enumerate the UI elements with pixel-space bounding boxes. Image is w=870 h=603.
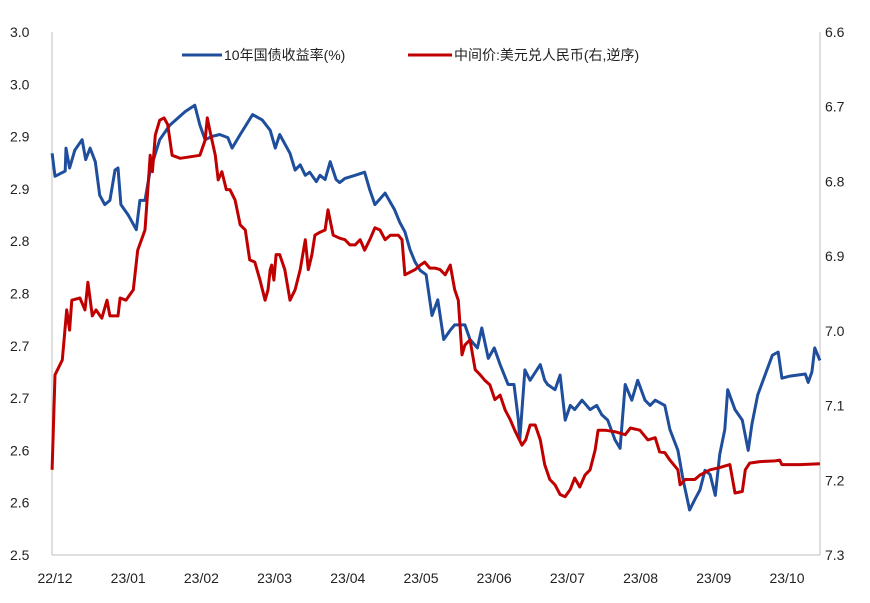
left-tick-label: 2.6 (10, 495, 30, 511)
x-tick-label: 23/02 (184, 570, 219, 586)
left-tick-label: 2.7 (10, 338, 30, 354)
left-tick-label: 2.7 (10, 390, 30, 406)
right-tick-label: 6.6 (825, 24, 845, 40)
x-tick-label: 23/03 (257, 570, 292, 586)
yield-series-line (50, 103, 822, 512)
legend-label-fx: 中间价:美元兑人民币(右,逆序) (454, 47, 639, 63)
left-tick-label: 3.0 (10, 24, 30, 40)
right-tick-label: 6.9 (825, 248, 845, 264)
left-tick-label: 2.8 (10, 286, 30, 302)
x-tick-label: 23/04 (330, 570, 365, 586)
x-tick-label: 23/09 (696, 570, 731, 586)
legend: 10年国债收益率(%) 中间价:美元兑人民币(右,逆序) (182, 47, 639, 63)
left-tick-label: 2.5 (10, 547, 30, 563)
left-tick-label: 2.8 (10, 233, 30, 249)
x-tick-label: 23/05 (403, 570, 438, 586)
left-tick-label: 2.9 (10, 129, 30, 145)
x-tick-label: 23/06 (477, 570, 512, 586)
right-tick-label: 7.2 (825, 472, 845, 488)
right-tick-label: 7.3 (825, 547, 845, 563)
x-tick-label: 23/01 (111, 570, 146, 586)
right-tick-label: 6.7 (825, 99, 845, 115)
right-tick-label: 6.8 (825, 173, 845, 189)
left-tick-label: 3.0 (10, 76, 30, 92)
x-tick-label: 23/08 (623, 570, 658, 586)
x-tick-label: 22/12 (37, 570, 72, 586)
left-tick-label: 2.9 (10, 181, 30, 197)
fx-series-line (50, 116, 820, 499)
legend-label-yield: 10年国债收益率(%) (224, 47, 345, 63)
left-tick-label: 2.6 (10, 442, 30, 458)
right-tick-label: 7.1 (825, 398, 845, 414)
right-tick-label: 7.0 (825, 323, 845, 339)
x-tick-label: 23/10 (769, 570, 804, 586)
x-tick-label: 23/07 (550, 570, 585, 586)
